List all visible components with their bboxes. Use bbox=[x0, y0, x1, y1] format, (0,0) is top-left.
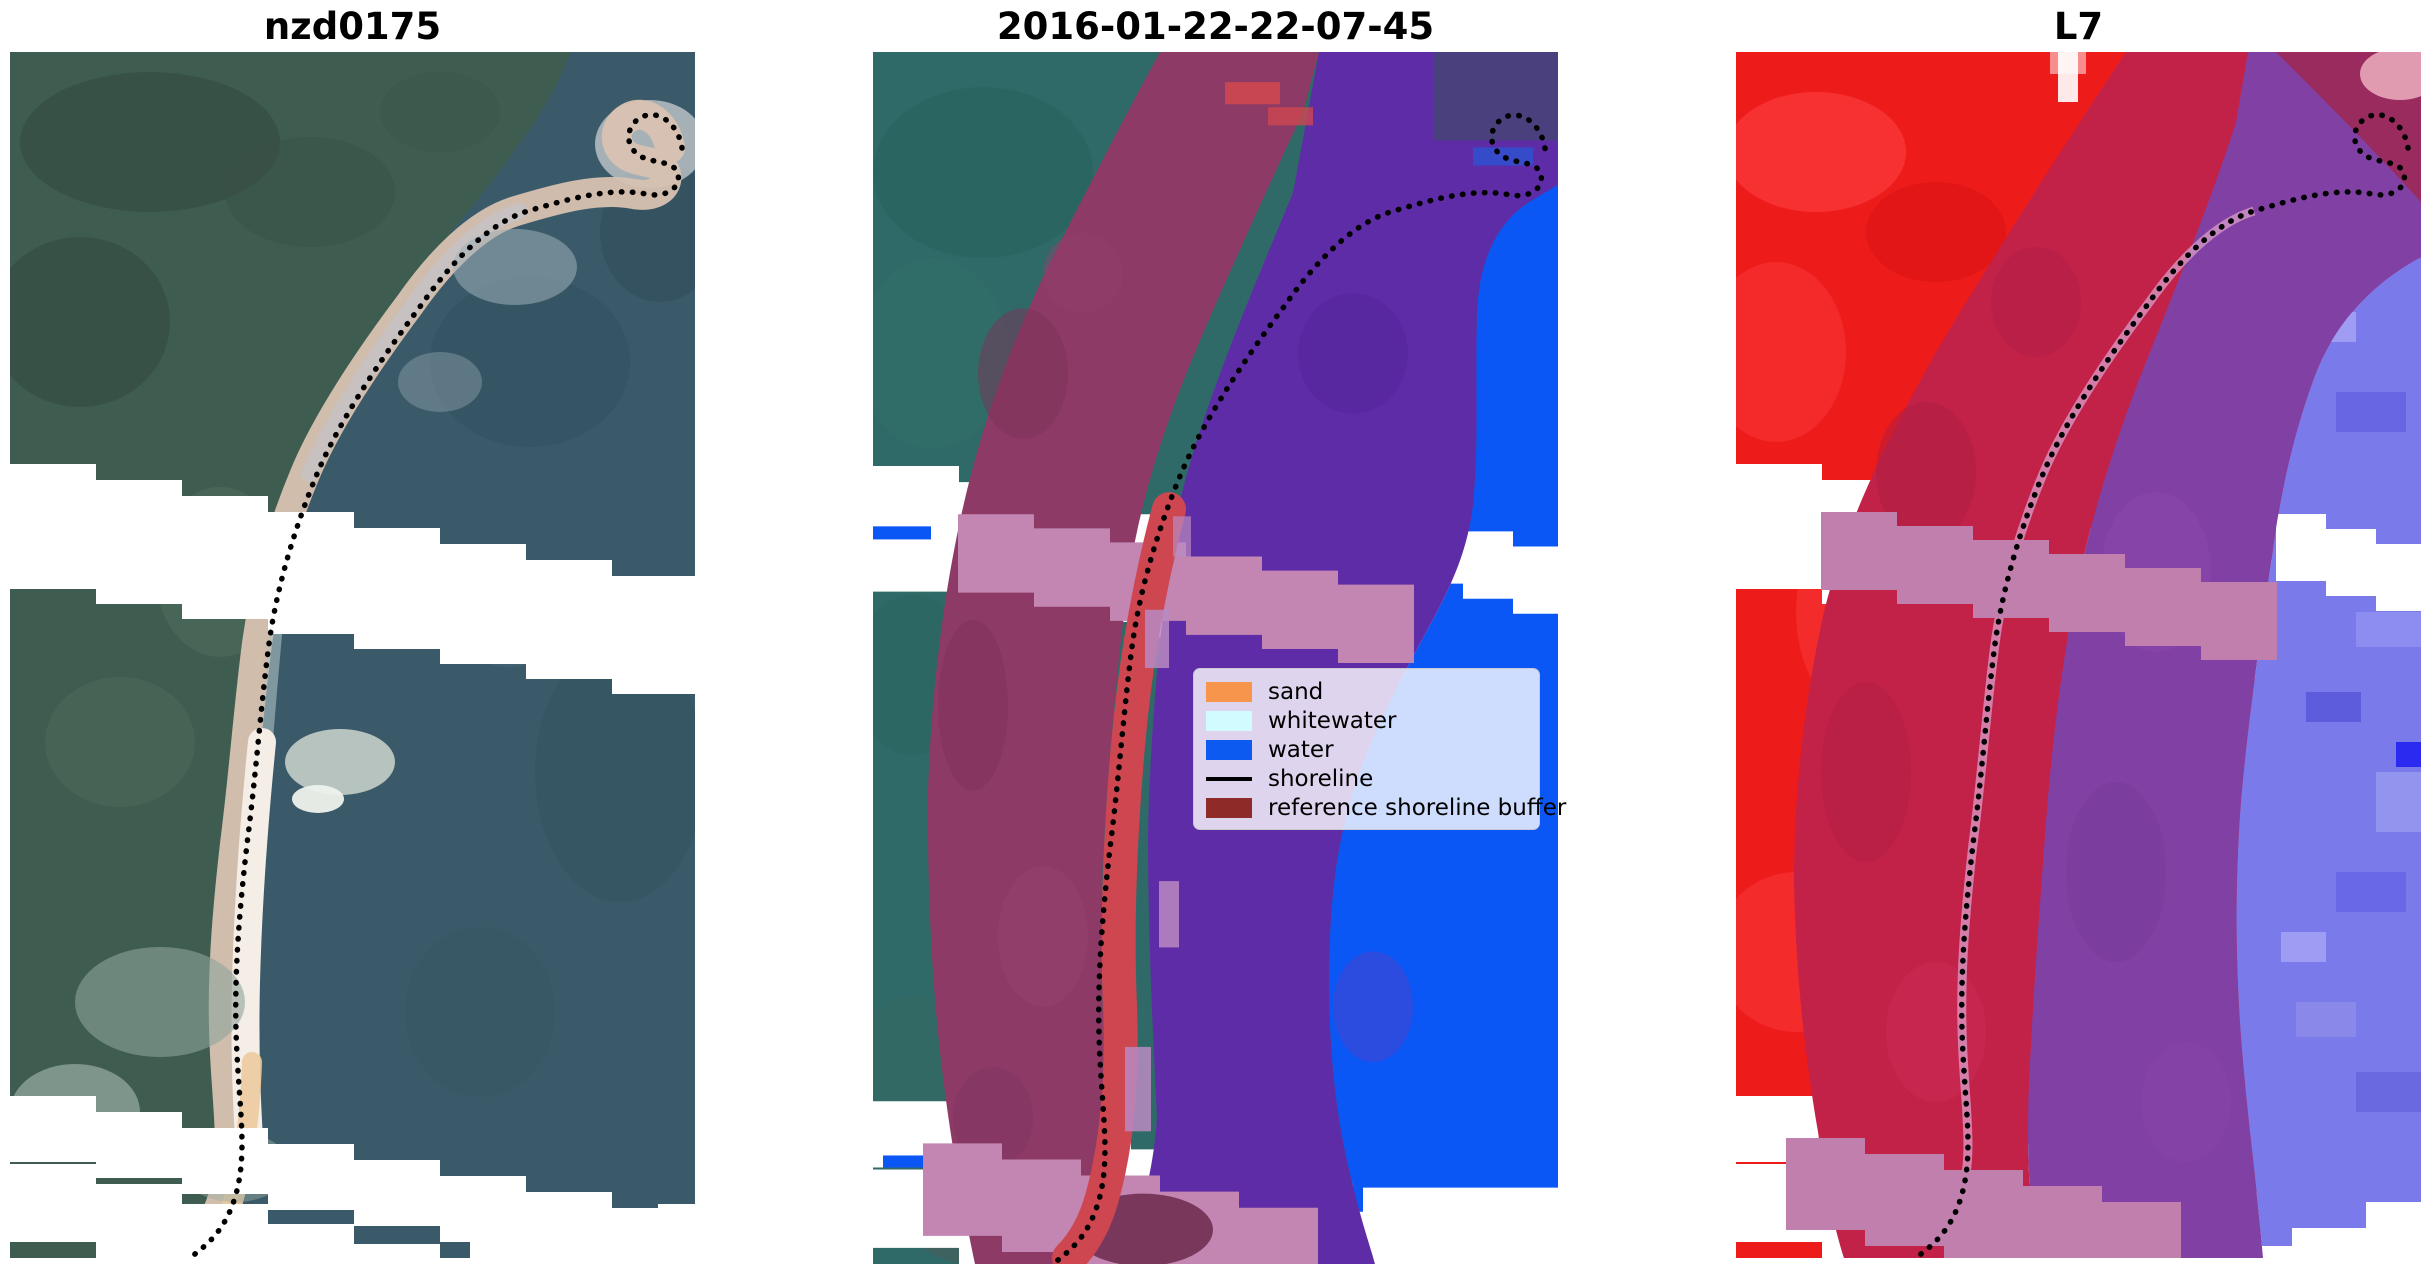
whitewater-swatch-icon bbox=[1206, 710, 1252, 731]
gap-under-buffer-pink bbox=[1786, 512, 2277, 1258]
open-water-region bbox=[2236, 257, 2421, 1258]
water-swatch-icon bbox=[1206, 739, 1252, 760]
sand-swatch-icon bbox=[1206, 681, 1252, 702]
whitewater-class-patches bbox=[1125, 516, 1191, 1132]
water-texture bbox=[2281, 312, 2421, 1112]
buffer-swatch-icon bbox=[1206, 797, 1252, 818]
water-band-in-gap bbox=[1373, 1155, 1558, 1186]
legend-item-shoreline: shoreline bbox=[1206, 764, 1539, 793]
panel-title-sitename: nzd0175 bbox=[263, 5, 442, 48]
sand-class-patch bbox=[1268, 107, 1313, 126]
sand-class-patch bbox=[1225, 82, 1280, 105]
legend-label: reference shoreline buffer bbox=[1268, 794, 1567, 821]
legend-label: sand bbox=[1268, 678, 1324, 705]
blue-dab bbox=[1473, 147, 1533, 166]
buffer-over-land-region bbox=[1794, 52, 2248, 1258]
shoreline-line-icon bbox=[1206, 776, 1252, 781]
buffer-texture bbox=[938, 232, 1123, 1168]
legend: sand whitewater water shoreline referenc… bbox=[1193, 668, 1566, 830]
classified-art bbox=[873, 52, 1558, 1264]
legend-item-water: water bbox=[1206, 735, 1539, 764]
falsecolor-art bbox=[1736, 52, 2421, 1258]
panel-title-date: 2016-01-22-22-07-45 bbox=[996, 5, 1435, 48]
cloud-streak bbox=[2058, 52, 2078, 102]
shoreline-dotted-line bbox=[1913, 112, 2411, 1258]
shoreline-dotted-line bbox=[1050, 112, 1548, 1264]
legend-item-whitewater: whitewater bbox=[1206, 706, 1539, 735]
legend-item-sand: sand bbox=[1206, 677, 1539, 706]
water-class-in-gap bbox=[883, 1155, 931, 1168]
pale-corner bbox=[2360, 52, 2421, 100]
gap-over-water bbox=[2241, 514, 2421, 1258]
rgb-satellite-art bbox=[10, 52, 695, 1258]
panel-falsecolor-image bbox=[1736, 52, 2421, 1258]
panel-classified-image bbox=[873, 52, 1558, 1264]
legend-label: water bbox=[1268, 736, 1334, 763]
slc-gap-stripes bbox=[10, 464, 695, 1258]
legend-label: whitewater bbox=[1268, 707, 1397, 734]
panel-rgb-image bbox=[10, 52, 695, 1258]
shoreline-dotted-line bbox=[187, 112, 685, 1258]
legend-label: shoreline bbox=[1268, 765, 1374, 792]
panel-title-satellite: L7 bbox=[2053, 5, 2104, 48]
beach-strip bbox=[163, 99, 685, 1258]
water-class-in-gap bbox=[873, 526, 931, 540]
legend-item-reference-buffer: reference shoreline buffer bbox=[1206, 793, 1566, 822]
